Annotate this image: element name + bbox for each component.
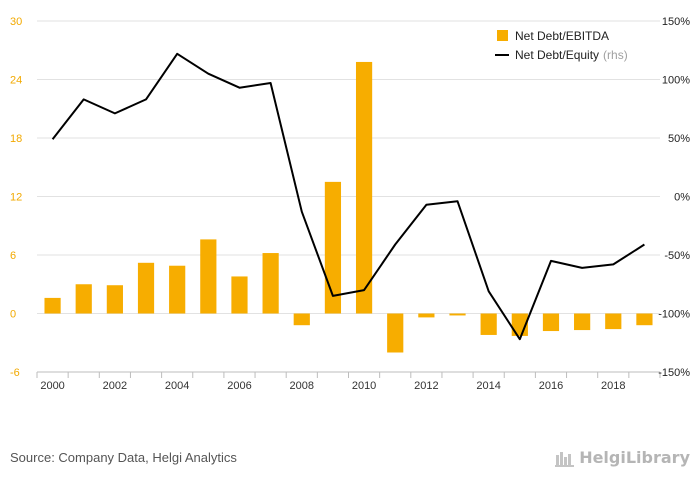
y-right-tick-label: 150% <box>662 16 690 28</box>
x-tick-label: 2010 <box>352 380 376 392</box>
legend-label-line: Net Debt/Equity (rhs) <box>515 48 628 62</box>
bar-2014 <box>480 313 497 335</box>
x-tick-label: 2016 <box>539 380 563 392</box>
legend-note-rhs: (rhs) <box>603 48 628 62</box>
y-left-tick-label: 30 <box>10 16 22 28</box>
y-right-tick-label: -150% <box>658 367 690 379</box>
x-tick-label: 2014 <box>476 380 500 392</box>
bar-2007 <box>262 253 279 314</box>
y-left-tick-label: 18 <box>10 133 22 145</box>
library-icon <box>555 451 575 467</box>
x-tick-label: 2002 <box>103 380 127 392</box>
bar-2009 <box>324 181 342 314</box>
line-series <box>51 52 645 341</box>
x-tick-label: 2008 <box>290 380 314 392</box>
chart: -6 -150% 0 -100% 6 -50% 12 0% 18 50% 24 100% 30 150% 2… <box>10 16 690 392</box>
y-right-tick-label: 0% <box>674 192 690 204</box>
bar-2000 <box>44 297 61 314</box>
y-left-tick-label: 6 <box>10 250 16 262</box>
bar-2001 <box>75 284 92 314</box>
y-left-tick-label: 0 <box>10 309 16 321</box>
legend-swatch-bar <box>497 30 508 41</box>
bar-2006 <box>231 276 248 314</box>
y-right-tick-label: -50% <box>664 250 690 262</box>
source-note: Source: Company Data, Helgi Analytics <box>10 450 237 465</box>
tick-labels: -6 -150% 0 -100% 6 -50% 12 0% 18 50% 24 100% 30 150% 2… <box>10 16 690 392</box>
axes <box>36 371 661 378</box>
y-left-tick-label: 12 <box>10 192 22 204</box>
brand-logo: HelgiLibrary <box>555 448 690 467</box>
brand-name: HelgiLibrary <box>579 448 690 467</box>
x-tick-label: 2012 <box>414 380 438 392</box>
bar-2011 <box>387 313 404 353</box>
y-right-tick-label: -100% <box>658 309 690 321</box>
y-left-tick-label: -6 <box>10 367 20 379</box>
legend-label-bar: Net Debt/EBITDA <box>515 29 609 43</box>
bar-2012 <box>418 313 435 318</box>
bar-2016 <box>542 313 560 332</box>
bar-2008 <box>293 313 310 326</box>
x-tick-label: 2006 <box>227 380 251 392</box>
bar-2013 <box>449 313 466 316</box>
bar-2002 <box>106 285 123 314</box>
y-left-tick-label: 24 <box>10 75 22 87</box>
bar-2004 <box>169 265 186 314</box>
bar-2010 <box>355 61 373 314</box>
x-tick-label: 2000 <box>40 380 64 392</box>
bar-2018 <box>605 313 622 330</box>
footer: Source: Company Data, Helgi Analytics He… <box>0 440 700 483</box>
gridlines <box>37 20 660 373</box>
x-tick-label: 2018 <box>601 380 625 392</box>
bar-2017 <box>574 313 591 331</box>
x-tick-label: 2004 <box>165 380 189 392</box>
bar-2019 <box>636 313 653 326</box>
bar-2005 <box>200 239 217 314</box>
bar-series <box>44 61 653 353</box>
y-right-tick-label: 100% <box>662 75 690 87</box>
bar-2003 <box>137 262 155 314</box>
legend: Net Debt/EBITDA Net Debt/Equity (rhs) <box>495 29 628 62</box>
y-right-tick-label: 50% <box>668 133 690 145</box>
net-debt-equity-line <box>51 52 645 341</box>
